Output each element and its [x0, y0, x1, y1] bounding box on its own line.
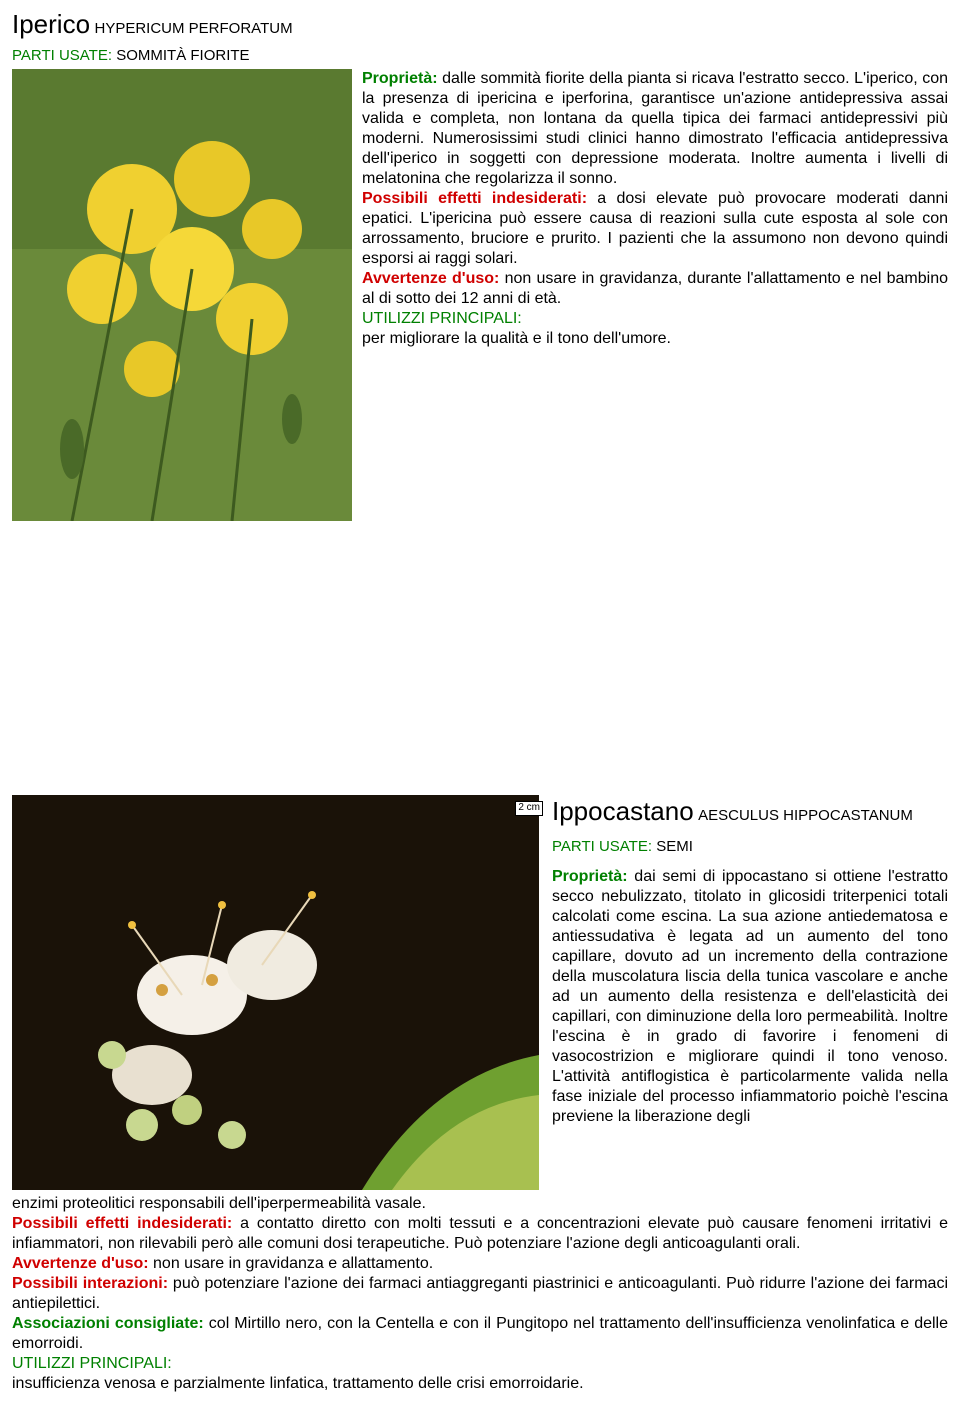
- uses-label: UTILIZZI PRINCIPALI:: [362, 310, 522, 327]
- uses-text: per migliorare la qualità e il tono dell…: [362, 330, 671, 347]
- plant-image-ippocastano: [12, 795, 539, 1190]
- associations-label: Associazioni consigliate:: [12, 1315, 204, 1332]
- parts-used-line: PARTI USATE: SEMI: [552, 838, 948, 857]
- properties-block: Proprietà: dai semi di ippocastano si ot…: [552, 867, 948, 1127]
- parts-used-value: SEMI: [656, 838, 693, 855]
- warnings-text: non usare in gravidanza e allattamento.: [149, 1255, 434, 1272]
- title-line: Iperico HYPERICUM PERFORATUM: [12, 8, 948, 41]
- scale-badge: 2 cm: [515, 801, 543, 816]
- plant-title: Iperico: [12, 9, 90, 39]
- plant-image-iperico: [12, 69, 352, 521]
- title-line: Ippocastano AESCULUS HIPPOCASTANUM: [552, 795, 948, 828]
- parts-used-label: PARTI USATE:: [552, 838, 652, 855]
- warnings-label: Avvertenze d'uso:: [362, 270, 499, 287]
- warnings-label: Avvertenze d'uso:: [12, 1255, 149, 1272]
- properties-text: dalle sommità fiorite della pianta si ri…: [362, 70, 948, 187]
- plant-entry-ippocastano: 2 cm Ippocastano AESCULUS HIPPOCASTANUM …: [12, 795, 948, 1394]
- properties-label: Proprietà:: [552, 868, 628, 885]
- side-effects-label: Possibili effetti indesiderati:: [12, 1215, 232, 1232]
- parts-used-line: PARTI USATE: SOMMITÀ FIORITE: [12, 47, 948, 66]
- plant-latin-name: HYPERICUM PERFORATUM: [95, 20, 293, 37]
- uses-text: insufficienza venosa e parzialmente linf…: [12, 1375, 584, 1392]
- properties-text-a: dai semi di ippocastano si ottiene l'est…: [552, 868, 948, 1125]
- side-effects-label: Possibili effetti indesiderati:: [362, 190, 587, 207]
- entry-body-text-continued: enzimi proteolitici responsabili dell'ip…: [12, 1194, 948, 1394]
- uses-label: UTILIZZI PRINCIPALI:: [12, 1355, 172, 1372]
- plant-entry-iperico: Iperico HYPERICUM PERFORATUM PARTI USATE…: [12, 8, 948, 525]
- interactions-label: Possibili interazioni:: [12, 1275, 168, 1292]
- properties-label: Proprietà:: [362, 70, 438, 87]
- plant-latin-name: AESCULUS HIPPOCASTANUM: [698, 807, 913, 824]
- properties-text-b: enzimi proteolitici responsabili dell'ip…: [12, 1195, 426, 1212]
- parts-used-label: PARTI USATE:: [12, 47, 112, 64]
- parts-used-value: SOMMITÀ FIORITE: [116, 47, 249, 64]
- plant-title: Ippocastano: [552, 796, 694, 826]
